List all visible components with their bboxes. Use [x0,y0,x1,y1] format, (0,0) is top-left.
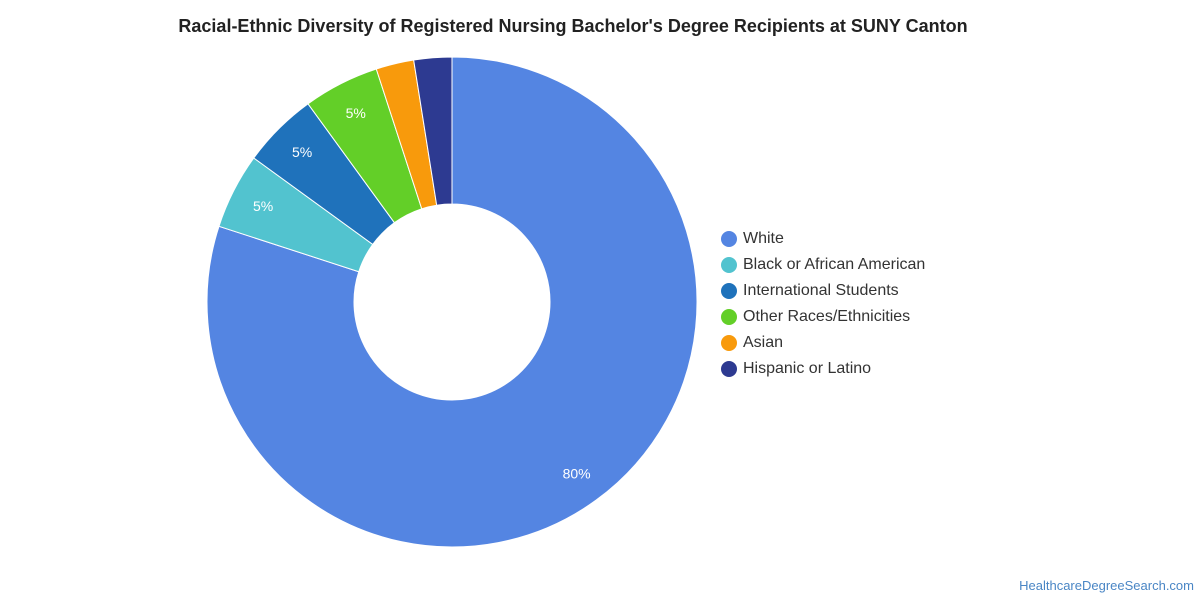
legend-marker [721,309,737,325]
legend-marker [721,335,737,351]
legend-label: International Students [743,282,899,299]
legend-item[interactable]: International Students [721,278,925,304]
legend-label: White [743,230,784,247]
legend-label: Asian [743,334,784,351]
legend-marker [721,283,737,299]
legend: White Black or African American Internatio… [721,226,925,382]
chart-title: Racial-Ethnic Diversity of Registered Nu… [178,16,968,36]
legend-item[interactable]: Asian [721,330,925,356]
legend-marker [721,361,737,377]
slice-white[interactable] [206,56,698,548]
source-credit[interactable]: HealthcareDegreeSearch.com [1019,578,1194,593]
data-label: 5% [253,198,273,214]
legend-item[interactable]: Black or African American [721,252,925,278]
legend-label: Black or African American [743,256,926,273]
legend-label: Other Races/Ethnicities [743,308,911,325]
data-label: 5% [292,144,312,160]
slices [206,56,698,548]
data-label: 80% [563,466,591,482]
legend-item[interactable]: Other Races/Ethnicities [721,304,925,330]
legend-item[interactable]: Hispanic or Latino [721,356,925,382]
slice-labels: 80% 5% 5% 5% [253,105,591,481]
legend-label: Hispanic or Latino [743,360,872,377]
legend-marker [721,231,737,247]
legend-marker [721,257,737,273]
data-label: 5% [346,105,366,121]
slice-hispanic-or-latino[interactable] [413,56,453,206]
legend-item[interactable]: White [721,226,925,252]
